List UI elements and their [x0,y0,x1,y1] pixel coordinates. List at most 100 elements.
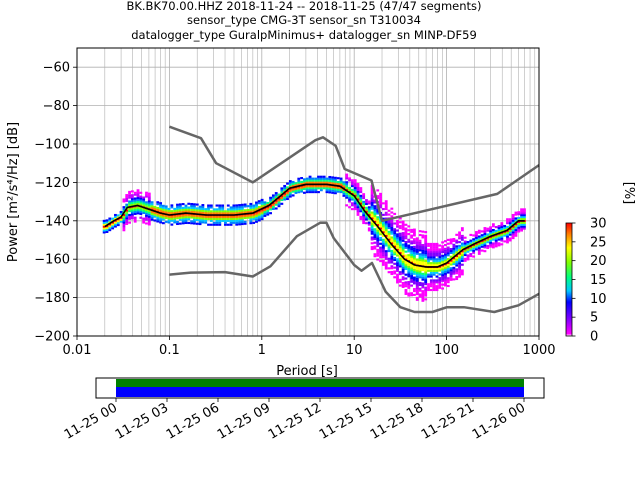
heatmap-cell [429,244,433,247]
heatmap-cell [373,245,377,248]
heatmap-cell [413,289,416,293]
heatmap-cell [424,236,428,239]
heatmap-cell [297,177,301,180]
heatmap-cell [224,223,227,226]
heatmap-cell [218,206,222,209]
x-tick-label: 1000 [522,343,555,358]
heatmap-cell [393,257,397,260]
heatmap-cell [122,219,126,222]
heatmap-cell [221,219,225,222]
heatmap-cell [381,248,385,251]
heatmap-cell [463,236,467,239]
heatmap-cell [438,250,442,253]
heatmap-cell [387,223,391,226]
psd-plot-area: 0.01 0.1 1 10 100 1000 −60−80−100−120−140−160… [34,47,556,358]
heatmap-cell [393,232,397,235]
heatmap-cell [424,234,428,238]
colorbar-tick-label: 5 [590,311,598,326]
heatmap-cell [240,207,244,210]
heatmap-cell [477,245,481,248]
heatmap-cell [170,204,174,207]
heatmap-cell [396,281,399,284]
heatmap-cell [413,234,416,237]
heatmap-cell [271,198,275,201]
heatmap-cell [424,242,428,245]
heatmap-cell [475,236,478,239]
heatmap-cell [356,196,360,199]
heatmap-cell [427,242,430,245]
heatmap-cell [381,261,385,264]
heatmap-cell [514,230,518,233]
heatmap-cell [393,276,397,279]
heatmap-cell [339,191,343,194]
heatmap-cell [483,246,487,249]
heatmap-cell [415,275,419,278]
colorbar-label: [%] [621,182,636,205]
heatmap-cell [297,189,301,192]
heatmap-cell [136,200,140,203]
heatmap-cell [317,181,320,184]
heatmap-cell [359,194,363,197]
heatmap-cell [350,181,354,184]
heatmap-cell [427,273,430,276]
heatmap-cell [317,187,320,190]
heatmap-cell [379,194,382,197]
heatmap-cell [122,209,126,213]
heatmap-cell [184,208,188,211]
heatmap-cell [424,240,428,243]
heatmap-cell [396,248,399,251]
heatmap-cell [381,263,385,266]
heatmap-cell [334,182,337,185]
heatmap-cell [421,290,425,293]
heatmap-cell [356,186,360,189]
heatmap-cell [522,214,526,217]
heatmap-cell [438,284,442,287]
heatmap-cell [489,237,492,240]
heatmap-cell [494,241,498,244]
heatmap-cell [455,277,459,281]
heatmap-cell [331,191,335,194]
heatmap-cell [122,208,126,211]
heatmap-cell [308,181,312,184]
heatmap-cell [178,205,182,208]
heatmap-cell [376,212,380,215]
heatmap-cell [201,221,205,224]
heatmap-cell [413,293,416,296]
heatmap-cell [249,202,253,206]
heatmap-cell [139,199,143,202]
heatmap-cell [449,259,453,262]
heatmap-cell [207,216,210,219]
heatmap-cell [390,211,394,214]
heatmap-cell [252,210,256,213]
heatmap-cell [328,181,332,184]
heatmap-cell [401,232,405,235]
heatmap-cell [500,237,504,240]
heatmap-cell [367,221,371,224]
heatmap-cell [429,242,433,245]
heatmap-cell [178,207,182,210]
heatmap-cell [494,229,498,233]
heatmap-cell [334,186,337,189]
heatmap-cell [506,239,509,242]
heatmap-cell [489,232,492,235]
heatmap-cell [390,265,394,268]
heatmap-cell [128,204,131,207]
heatmap-cell [345,181,349,184]
heatmap-cell [438,267,442,270]
heatmap-cell [314,191,318,194]
heatmap-cell [446,238,450,241]
heatmap-cell [427,258,430,261]
heatmap-cell [102,221,106,224]
heatmap-cell [173,219,177,222]
heatmap-cell [252,217,256,221]
heatmap-cell [373,224,377,227]
heatmap-cell [381,229,385,232]
heatmap-cell [243,220,247,223]
heatmap-cell [339,181,343,184]
heatmap-cell [370,247,374,251]
heatmap-cell [286,182,289,185]
heatmap-cell [449,261,453,264]
heatmap-cell [240,203,244,206]
heatmap-cell [373,207,377,210]
heatmap-cell [444,280,447,283]
